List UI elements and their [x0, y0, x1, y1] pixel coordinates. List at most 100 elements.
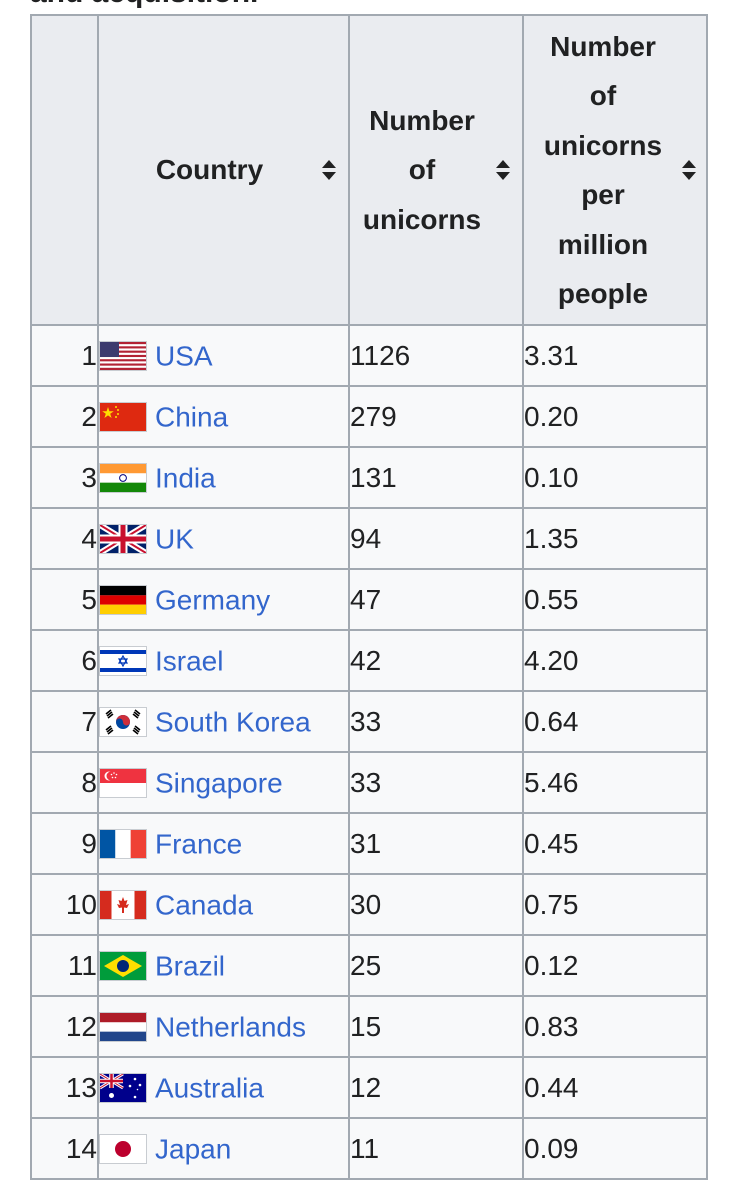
rank-cell: 11: [30, 934, 99, 997]
unicorns-per-million-cell: 5.46: [522, 751, 708, 814]
country-link[interactable]: Canada: [155, 889, 254, 921]
number-of-unicorns-cell: 25: [348, 934, 524, 997]
sort-icon[interactable]: [322, 160, 336, 180]
header-line: Number: [369, 104, 475, 136]
number-of-unicorns-cell: 12: [348, 1056, 524, 1119]
country-link[interactable]: Germany: [155, 584, 271, 616]
header-line: unicorns: [543, 129, 663, 161]
table-row: 4 UK 94 1.35: [30, 507, 708, 570]
unicorns-by-country-table: Country Number of unicorns Number of uni…: [30, 14, 708, 1180]
rank-cell: 5: [30, 568, 99, 631]
rank-header: [30, 14, 99, 326]
number-of-unicorns-cell: 31: [348, 812, 524, 875]
country-cell: South Korea: [97, 690, 350, 753]
unicorns-per-million-cell: 0.83: [522, 995, 708, 1058]
rank-cell: 7: [30, 690, 99, 753]
israel-flag-icon: [99, 646, 147, 677]
unicorns-per-million-cell: 0.12: [522, 934, 708, 997]
netherlands-flag-icon: [99, 1012, 147, 1043]
rank-cell: 4: [30, 507, 99, 570]
table-row: 1 USA 1126 3.31: [30, 324, 708, 387]
country-link[interactable]: Japan: [155, 1133, 232, 1165]
rank-cell: 2: [30, 385, 99, 448]
header-line: million: [557, 228, 649, 260]
unicorns-per-million-header-label: Number of unicorns per million people: [544, 22, 662, 319]
sort-icon[interactable]: [496, 160, 510, 180]
number-of-unicorns-cell: 42: [348, 629, 524, 692]
table-row: 7 South Korea 33 0.64: [30, 690, 708, 753]
rank-cell: 9: [30, 812, 99, 875]
country-link[interactable]: USA: [155, 340, 213, 372]
country-link[interactable]: South Korea: [155, 706, 311, 738]
table-body: 1 USA 1126 3.31 2 China 279 0.20 3 India 131 0.10 4 U…: [30, 324, 708, 1180]
unicorns-per-million-cell: 0.64: [522, 690, 708, 753]
number-of-unicorns-cell: 279: [348, 385, 524, 448]
singapore-flag-icon: [99, 768, 147, 799]
australia-flag-icon: [99, 1073, 147, 1104]
number-of-unicorns-cell: 33: [348, 690, 524, 753]
brazil-flag-icon: [99, 951, 147, 982]
rank-cell: 8: [30, 751, 99, 814]
table-row: 10 Canada 30 0.75: [30, 873, 708, 936]
uk-flag-icon: [99, 524, 147, 555]
canada-flag-icon: [99, 890, 147, 921]
south-korea-flag-icon: [99, 707, 147, 738]
unicorns-per-million-cell: 4.20: [522, 629, 708, 692]
country-cell: France: [97, 812, 350, 875]
rank-cell: 13: [30, 1056, 99, 1119]
country-header[interactable]: Country: [97, 14, 350, 326]
country-link[interactable]: India: [155, 462, 216, 494]
country-cell: India: [97, 446, 350, 509]
header-line: unicorns: [362, 203, 482, 235]
rank-cell: 10: [30, 873, 99, 936]
table-row: 9 France 31 0.45: [30, 812, 708, 875]
header-line: of: [408, 154, 436, 186]
country-link[interactable]: China: [155, 401, 229, 433]
unicorns-per-million-cell: 1.35: [522, 507, 708, 570]
japan-flag-icon: [99, 1134, 147, 1165]
header-line: people: [557, 278, 649, 309]
china-flag-icon: [99, 402, 147, 433]
india-flag-icon: [99, 463, 147, 494]
number-of-unicorns-cell: 15: [348, 995, 524, 1058]
country-link[interactable]: Singapore: [155, 767, 283, 799]
table-row: 14 Japan 11 0.09: [30, 1117, 708, 1180]
header-line: of: [589, 80, 617, 111]
unicorns-per-million-header[interactable]: Number of unicorns per million people: [522, 14, 708, 326]
rank-cell: 1: [30, 324, 99, 387]
country-cell: UK: [97, 507, 350, 570]
country-cell: Japan: [97, 1117, 350, 1180]
table-caption: and acquisition.: [30, 0, 258, 10]
rank-cell: 6: [30, 629, 99, 692]
country-cell: Canada: [97, 873, 350, 936]
table-row: 2 China 279 0.20: [30, 385, 708, 448]
country-link[interactable]: Australia: [155, 1072, 264, 1104]
country-cell: Germany: [97, 568, 350, 631]
unicorns-per-million-cell: 0.45: [522, 812, 708, 875]
country-link[interactable]: UK: [155, 523, 194, 555]
unicorns-per-million-cell: 0.55: [522, 568, 708, 631]
unicorns-per-million-cell: 0.44: [522, 1056, 708, 1119]
number-of-unicorns-cell: 1126: [348, 324, 524, 387]
number-of-unicorns-cell: 47: [348, 568, 524, 631]
unicorns-per-million-cell: 0.75: [522, 873, 708, 936]
rank-cell: 3: [30, 446, 99, 509]
table-row: 13 Australia 12 0.44: [30, 1056, 708, 1119]
unicorns-per-million-cell: 0.20: [522, 385, 708, 448]
country-link[interactable]: France: [155, 828, 243, 860]
country-cell: Brazil: [97, 934, 350, 997]
country-link[interactable]: Brazil: [155, 950, 226, 982]
number-of-unicorns-cell: 94: [348, 507, 524, 570]
country-cell: Australia: [97, 1056, 350, 1119]
france-flag-icon: [99, 829, 147, 860]
table-row: 11 Brazil 25 0.12: [30, 934, 708, 997]
country-link[interactable]: Netherlands: [155, 1011, 306, 1043]
country-link[interactable]: Israel: [155, 645, 224, 677]
sort-icon[interactable]: [682, 160, 696, 180]
number-of-unicorns-cell: 11: [348, 1117, 524, 1180]
number-of-unicorns-header[interactable]: Number of unicorns: [348, 14, 524, 326]
unicorns-per-million-cell: 0.09: [522, 1117, 708, 1180]
number-of-unicorns-cell: 30: [348, 873, 524, 936]
number-of-unicorns-cell: 33: [348, 751, 524, 814]
number-of-unicorns-header-label: Number of unicorns: [363, 96, 481, 245]
